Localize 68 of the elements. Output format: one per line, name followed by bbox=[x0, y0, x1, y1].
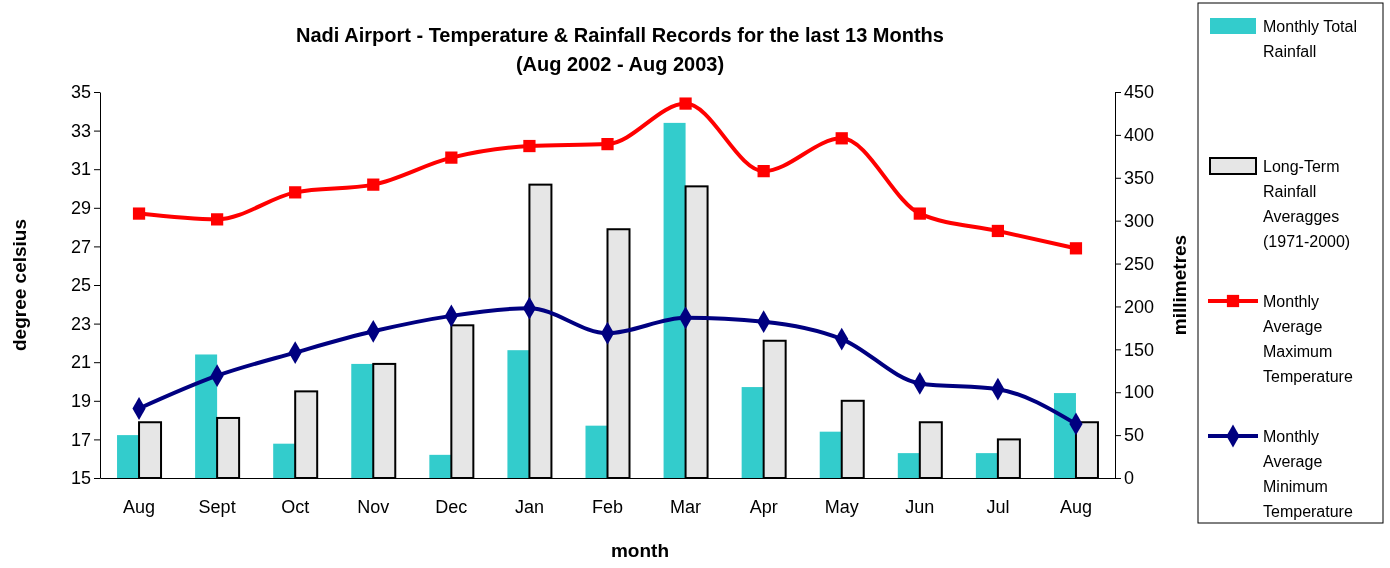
x-tick-label: Aug bbox=[1059, 497, 1092, 518]
x-tick-label: May bbox=[824, 497, 859, 518]
x-tick-label: Oct bbox=[281, 497, 310, 518]
bar bbox=[273, 443, 296, 478]
y-tick-label: 29 bbox=[70, 198, 91, 219]
y2-tick-label: 200 bbox=[1124, 296, 1155, 317]
y2-axis-title: millimetres bbox=[1169, 234, 1190, 336]
bar bbox=[975, 453, 998, 478]
y-tick-label: 31 bbox=[70, 159, 91, 180]
point bbox=[1069, 242, 1083, 255]
bar bbox=[117, 435, 140, 478]
chart-title: Nadi Airport - Temperature & Rainfall Records for the last 13 Months (Aug 2002 - Aug 2003) bbox=[296, 24, 944, 75]
x-tick-label: Sept bbox=[198, 497, 236, 518]
x-tick-label: Feb bbox=[591, 497, 624, 518]
bar bbox=[741, 387, 764, 478]
bar bbox=[585, 425, 608, 478]
x-tick-label: Nov bbox=[357, 497, 390, 518]
y2-tick-label: 350 bbox=[1124, 168, 1155, 189]
point bbox=[757, 165, 770, 178]
y2-tick-label: 150 bbox=[1124, 339, 1155, 360]
bar bbox=[429, 454, 452, 478]
y2-tick-label: 400 bbox=[1124, 125, 1155, 146]
legend-label: Monthly Average Maximum Temperature bbox=[1263, 293, 1353, 385]
bar bbox=[819, 431, 842, 478]
x-tick-label: Jan bbox=[514, 497, 544, 518]
legend-label: Long-Term Rainfall Averagges (1971-2000) bbox=[1263, 158, 1351, 250]
y2-tick-label: 450 bbox=[1124, 82, 1155, 103]
y-tick-label: 35 bbox=[70, 82, 91, 103]
bar bbox=[897, 453, 920, 478]
x-tick-label: Mar bbox=[670, 497, 702, 518]
point bbox=[367, 178, 380, 191]
bar bbox=[351, 363, 374, 478]
point bbox=[210, 213, 224, 226]
y-tick-label: 27 bbox=[70, 236, 91, 257]
bar bbox=[195, 354, 218, 478]
legend-label: Monthly Average Minimum Temperature bbox=[1263, 428, 1353, 520]
y-tick-label: 17 bbox=[70, 429, 91, 450]
y2-tick-label: 0 bbox=[1124, 468, 1135, 489]
point bbox=[601, 137, 614, 151]
y2-tick-label: 50 bbox=[1124, 425, 1145, 446]
legend-label: Monthly Total Rainfall bbox=[1263, 18, 1357, 60]
point bbox=[132, 207, 146, 220]
bar bbox=[507, 350, 530, 478]
y-axis-title: degree celsius bbox=[9, 218, 30, 352]
point bbox=[835, 132, 848, 145]
y-tick-label: 15 bbox=[70, 468, 91, 489]
y2-tick-label: 100 bbox=[1124, 382, 1155, 403]
bar bbox=[1053, 393, 1076, 478]
x-tick-label: Aug bbox=[123, 497, 156, 518]
point bbox=[445, 151, 458, 164]
point bbox=[991, 224, 1005, 238]
x-tick-label: Jun bbox=[905, 497, 935, 518]
y-tick-label: 21 bbox=[70, 352, 91, 373]
y-tick-label: 25 bbox=[70, 275, 91, 296]
x-tick-label: Jul bbox=[986, 497, 1010, 518]
point bbox=[679, 97, 692, 110]
point bbox=[289, 186, 302, 199]
point bbox=[913, 207, 926, 220]
bar bbox=[663, 122, 686, 478]
y2-tick-label: 300 bbox=[1124, 210, 1155, 231]
x-tick-label: Apr bbox=[749, 497, 778, 518]
y-tick-label: 33 bbox=[70, 120, 91, 141]
y-tick-label: 23 bbox=[70, 313, 91, 334]
x-tick-label: Dec bbox=[435, 497, 468, 518]
point bbox=[523, 139, 536, 153]
y2-tick-label: 250 bbox=[1124, 253, 1155, 274]
y-tick-label: 19 bbox=[70, 391, 91, 412]
x-axis-title: month bbox=[610, 540, 670, 561]
